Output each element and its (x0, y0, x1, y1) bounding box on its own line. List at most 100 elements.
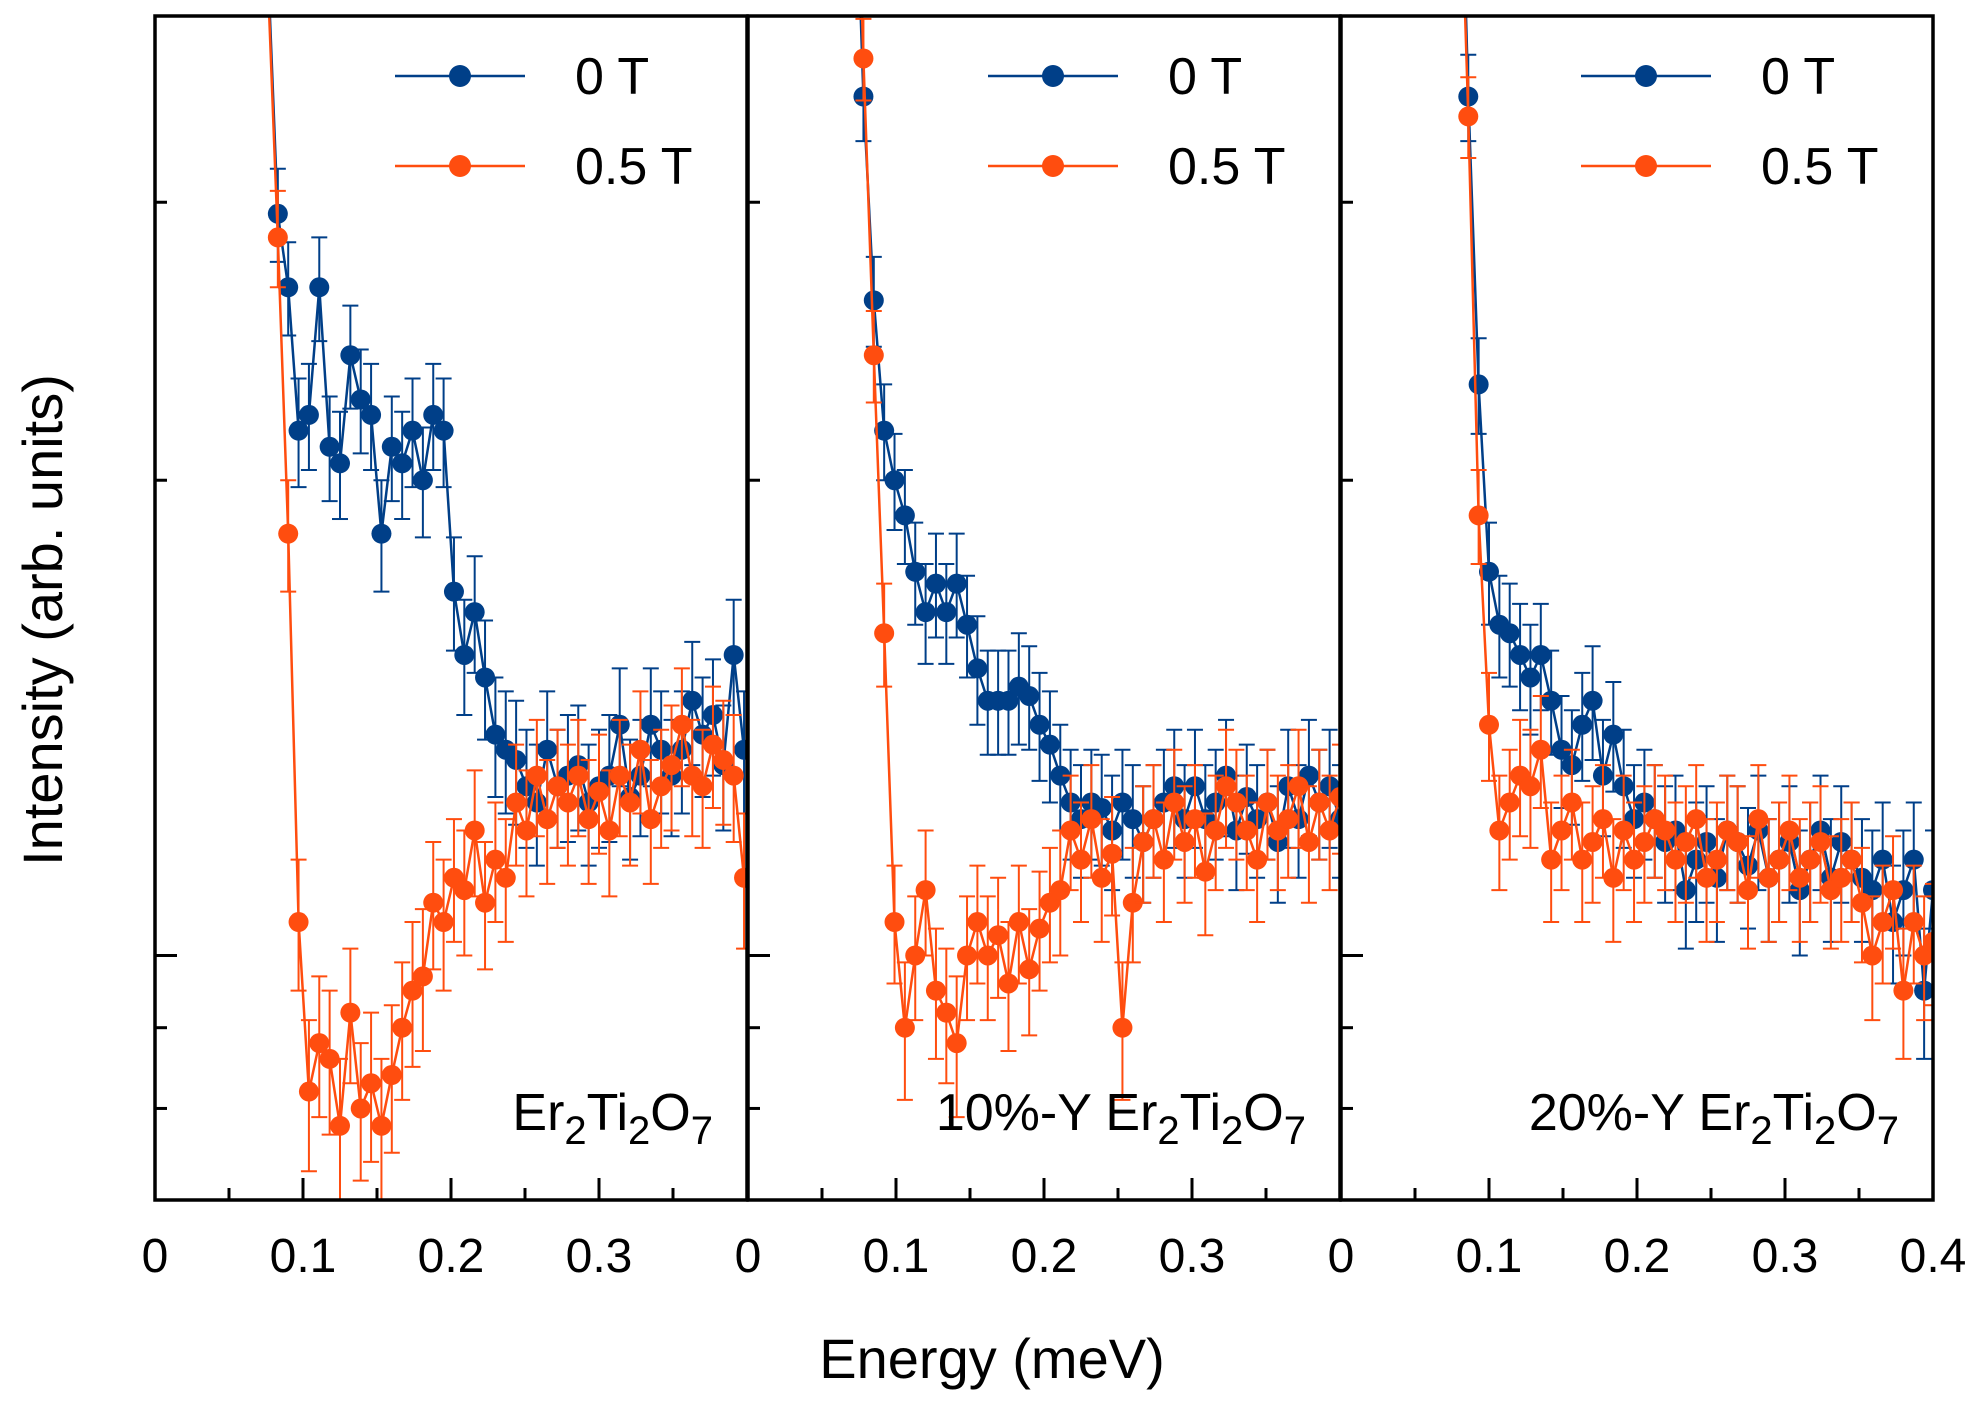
data-point (884, 470, 905, 491)
data-point (1112, 1017, 1133, 1038)
subscript: 7 (691, 1109, 713, 1153)
legend-label: 0 T (1168, 48, 1242, 106)
data-point (402, 980, 423, 1001)
data-point (734, 867, 747, 888)
data-point (874, 420, 895, 441)
data-point (1530, 739, 1551, 760)
data-point (692, 776, 713, 797)
data-point (1923, 931, 1933, 952)
data-point (350, 1098, 371, 1119)
data-point (1530, 644, 1551, 665)
data-point (863, 290, 884, 311)
data-point (361, 1073, 382, 1094)
x-tick-label: 0.3 (566, 1230, 633, 1283)
data-point (1810, 831, 1831, 852)
data-point (1789, 867, 1810, 888)
data-point (298, 404, 319, 425)
data-point (1738, 880, 1758, 901)
data-point (1008, 912, 1029, 933)
data-point (392, 453, 413, 474)
data-point (1216, 776, 1237, 797)
data-point (1603, 724, 1624, 745)
data-point (340, 1002, 361, 1023)
label-text: O (1836, 1084, 1876, 1142)
label-text: O (650, 1084, 690, 1142)
data-point (506, 792, 527, 813)
legend: 0 T 0.5 T (1581, 48, 1879, 196)
legend-marker (449, 65, 471, 87)
data-point (1541, 849, 1562, 870)
y-ticks (1341, 200, 1363, 1202)
x-tick-label: 0 (142, 1230, 169, 1283)
data-point (330, 453, 350, 474)
data-point (1122, 892, 1143, 913)
x-tick-label: 0.4 (1900, 1230, 1967, 1283)
data-point (1153, 849, 1174, 870)
data-point (874, 623, 895, 644)
data-point (1112, 792, 1133, 813)
data-point (1039, 734, 1060, 755)
series-line (859, 16, 1340, 846)
data-point (1298, 831, 1319, 852)
panel-frame (1339, 14, 1935, 1202)
data-point (1029, 714, 1050, 735)
data-point (1893, 980, 1914, 1001)
data-point (309, 1033, 330, 1054)
y-axis-label: Intensity (arb. units) (11, 374, 74, 866)
data-point (936, 1002, 957, 1023)
data-point (1050, 880, 1071, 901)
sample-label: Er2Ti2O7 (512, 1084, 713, 1153)
panel-2: 0 0.1 0.2 0.30 T0.5 T10%-Y Er2Ti2O7 (735, 14, 1342, 1283)
subscript: 2 (628, 1109, 650, 1153)
data-point (1479, 714, 1499, 735)
data-point (402, 420, 423, 441)
sample-label: 10%-Y Er2Ti2O7 (936, 1084, 1306, 1153)
data-point (288, 912, 309, 933)
series-0T (267, 16, 747, 867)
data-point (1572, 714, 1593, 735)
plot-area (853, 16, 1340, 1119)
x-tick-label: 0.3 (1159, 1230, 1226, 1283)
data-point (884, 912, 905, 933)
data-point (1499, 623, 1520, 644)
data-point (1019, 959, 1040, 980)
legend-label: 0.5 T (1761, 138, 1879, 196)
data-point (1247, 849, 1268, 870)
data-point (547, 776, 568, 797)
data-point (967, 912, 988, 933)
legend: 0 T 0.5 T (395, 48, 693, 196)
y-ticks (748, 200, 770, 1202)
data-point (1592, 809, 1613, 830)
x-tick-label: 0.1 (863, 1230, 930, 1283)
data-point (350, 389, 371, 410)
data-point (1499, 792, 1520, 813)
data-point (1257, 792, 1278, 813)
data-point (620, 792, 641, 813)
data-point (1634, 831, 1655, 852)
data-point (1582, 831, 1603, 852)
data-point (1143, 809, 1164, 830)
label-text: Ti (587, 1084, 628, 1142)
data-point (1205, 820, 1226, 841)
subscript: 2 (1221, 1109, 1243, 1153)
data-point (946, 573, 967, 594)
data-point (1706, 849, 1727, 870)
data-point (1923, 880, 1933, 901)
data-point (371, 523, 392, 544)
data-point (1613, 820, 1634, 841)
data-point (863, 345, 884, 366)
data-point (998, 973, 1019, 994)
data-point (319, 436, 340, 457)
data-point (640, 714, 661, 735)
x-tick-label: 0 (735, 1230, 762, 1283)
data-point (630, 739, 651, 760)
data-point (1520, 667, 1541, 688)
data-point (309, 277, 330, 298)
data-point (557, 792, 578, 813)
data-point (1102, 843, 1123, 864)
data-point (1665, 849, 1686, 870)
plot-area (267, 16, 747, 1200)
data-point (1091, 867, 1112, 888)
x-ticks (153, 1178, 749, 1200)
